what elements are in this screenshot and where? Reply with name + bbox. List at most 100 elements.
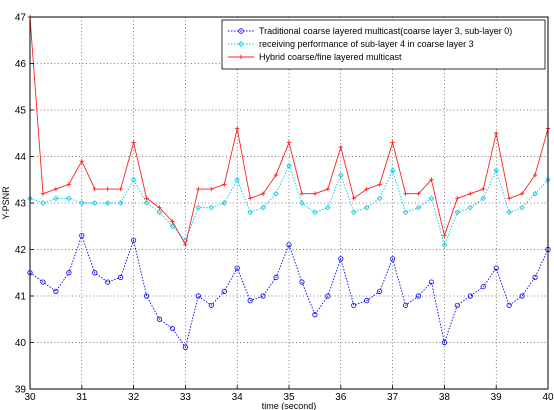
series-traditional [27,232,551,350]
data-point [118,274,124,280]
data-point [131,237,137,243]
x-tick-label: 38 [439,392,451,403]
x-tick-label: 37 [387,392,399,403]
data-point [519,293,525,299]
data-point [286,163,292,169]
data-point [196,186,201,192]
data-point [40,200,46,206]
data-point [208,302,214,308]
legend-label-hybrid: Hybrid coarse/fine layered multicast [259,52,402,62]
data-point [170,219,175,224]
data-point [532,172,538,178]
data-point [467,204,474,211]
data-point [312,191,318,196]
data-point [416,191,421,196]
data-point [389,167,396,174]
data-point [454,302,460,308]
y-axis-label: Y-PSNR [1,186,11,220]
data-point [156,316,163,322]
data-point [234,265,240,271]
data-point [182,344,188,350]
data-point [350,209,357,216]
data-point [144,196,149,201]
y-tick-label: 44 [15,152,27,163]
data-point [363,204,370,211]
data-point [79,158,84,164]
legend-marker-hybrid [238,54,244,60]
data-point [442,233,447,238]
data-point [209,186,214,192]
data-point [53,288,59,294]
legend: Traditional coarse layered multicast(coa… [221,19,546,70]
data-point [312,311,318,318]
data-point [183,242,188,248]
data-point [441,339,447,346]
data-point [506,196,512,201]
series-line-sublayer [29,164,549,247]
data-point [532,190,538,197]
data-point [247,209,253,216]
series-hybrid [27,14,551,248]
data-point [222,182,227,187]
data-point [118,186,123,192]
x-tick-label: 36 [335,392,347,403]
data-point [79,200,85,206]
data-point [40,191,46,196]
data-point [325,204,331,211]
data-point [415,293,422,299]
legend-marker-traditional [238,28,244,34]
legend-label-traditional: Traditional coarse layered multicast(coa… [259,26,512,36]
data-point [506,209,512,216]
data-point [169,223,176,230]
data-point [467,293,473,299]
data-point [493,167,499,174]
data-point [299,191,305,196]
data-point [468,191,473,196]
x-tick-label: 34 [232,392,244,403]
data-point [105,186,110,192]
data-point [338,256,344,262]
y-tick-label: 43 [15,199,27,210]
data-point [53,186,59,192]
y-tick-label: 40 [15,338,27,349]
data-point [208,204,215,211]
data-point [364,186,369,192]
data-point [389,256,396,262]
data-point [481,186,486,192]
data-point [493,265,499,271]
data-point [66,182,72,187]
data-point [92,186,97,192]
data-point [234,176,240,183]
data-point [377,288,383,294]
data-point [273,274,279,280]
data-point [299,279,305,285]
data-point [66,270,72,276]
data-point [260,204,266,211]
data-point [519,191,525,196]
data-point [480,284,486,290]
data-point [235,126,240,131]
data-point [338,145,343,150]
series-layer [27,14,551,350]
data-point [325,186,331,192]
data-point [312,209,318,216]
data-point [40,279,46,285]
data-point [455,196,460,201]
x-tick-label: 40 [542,392,554,403]
x-tick-label: 32 [128,392,140,403]
legend-entry-hybrid: Hybrid coarse/fine layered multicast [228,52,402,62]
legend-marker-sublayer [238,41,244,47]
data-point [415,204,422,211]
data-point [364,298,370,304]
x-tick-label: 35 [283,392,295,403]
data-point [104,200,111,206]
data-point [260,293,266,299]
data-point [402,209,409,216]
data-point [429,177,434,182]
data-point [428,279,435,285]
data-point [338,172,344,178]
data-point [156,209,163,216]
data-point [299,200,305,206]
x-tick-label: 30 [24,392,36,403]
